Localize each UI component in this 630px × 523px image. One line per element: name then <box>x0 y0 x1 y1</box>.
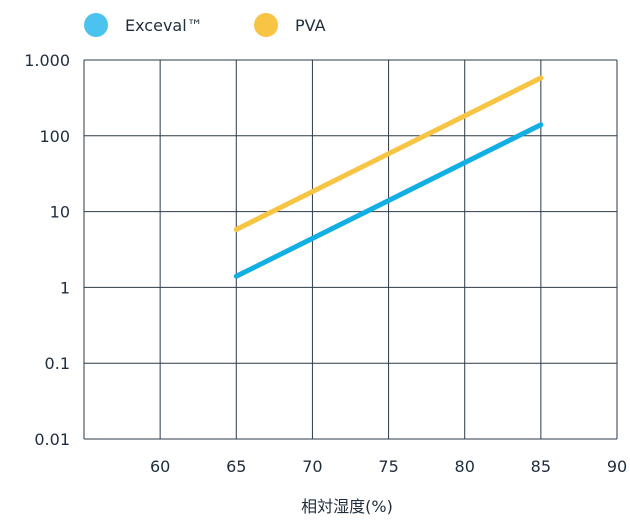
x-tick-label: 80 <box>455 457 475 476</box>
legend-label: Exceval™ <box>125 16 203 35</box>
series-line-1 <box>233 75 544 232</box>
y-axis-ticks: 0.01 0.1 1 10 100 1.000 <box>24 51 70 449</box>
x-tick-label: 75 <box>378 457 398 476</box>
x-tick-label: 90 <box>607 457 627 476</box>
x-tick-label: 70 <box>302 457 322 476</box>
x-axis-title: 相対湿度(%) <box>301 497 393 516</box>
legend-swatch <box>84 13 108 37</box>
y-tick-label: 1.000 <box>24 51 70 70</box>
x-tick-label: 85 <box>531 457 551 476</box>
y-tick-label: 10 <box>50 203 70 222</box>
series-lines <box>233 75 544 279</box>
y-tick-label: 0.01 <box>34 430 70 449</box>
x-axis-ticks: 60 65 70 75 80 85 90 <box>150 457 627 476</box>
x-tick-label: 60 <box>150 457 170 476</box>
grid <box>83 59 618 440</box>
y-tick-label: 0.1 <box>45 354 70 373</box>
x-tick-label: 65 <box>226 457 246 476</box>
series-line-0 <box>233 122 544 279</box>
legend-swatch <box>254 13 278 37</box>
legend: Exceval™ PVA <box>84 13 326 37</box>
y-tick-label: 1 <box>60 278 70 297</box>
y-tick-label: 100 <box>39 127 70 146</box>
legend-label: PVA <box>295 16 326 35</box>
